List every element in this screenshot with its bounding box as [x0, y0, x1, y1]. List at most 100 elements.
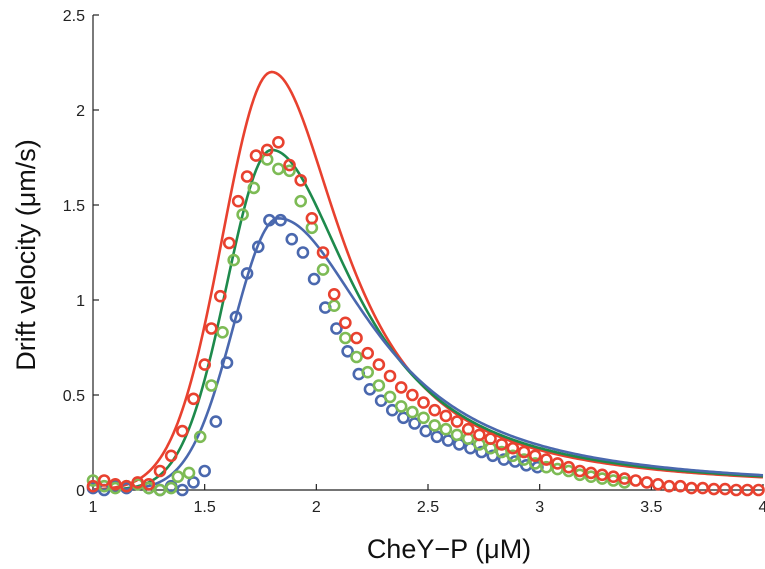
data-point: [450, 415, 464, 428]
data-point: [187, 476, 200, 489]
data-point: [198, 358, 211, 371]
data-point: [607, 470, 620, 484]
data-point: [640, 476, 654, 489]
data-point: [330, 322, 343, 335]
data-point: [327, 299, 341, 313]
data-point: [651, 477, 665, 491]
data-point: [417, 396, 430, 409]
data-point: [272, 162, 285, 176]
data-point: [350, 331, 363, 345]
data-point: [283, 158, 296, 172]
data-point: [305, 212, 319, 225]
data-point: [231, 194, 245, 208]
x-tick-label: 4: [759, 499, 765, 516]
data-point: [176, 424, 189, 438]
data-point: [562, 460, 576, 474]
data-point: [187, 392, 200, 406]
data-point: [540, 460, 553, 474]
y-axis-label: Drift velocity (μm/s): [11, 139, 41, 371]
data-point: [397, 411, 410, 425]
data-point: [294, 194, 308, 208]
y-tick-label: 1.5: [63, 198, 85, 215]
data-point: [752, 483, 765, 497]
data-point: [517, 453, 531, 466]
data-markers: [86, 136, 765, 497]
data-point: [274, 213, 287, 227]
data-point: [86, 479, 100, 493]
y-tick-label: 2.5: [63, 8, 85, 25]
data-point: [236, 208, 249, 221]
data-point: [153, 464, 167, 478]
data-point: [441, 434, 455, 447]
data-point: [222, 236, 236, 250]
data-point: [674, 479, 687, 493]
y-ticks: 0 0.5 1 1.5 2 2.5: [63, 8, 99, 500]
data-point: [394, 400, 408, 413]
data-point: [339, 316, 352, 330]
data-point: [372, 379, 386, 392]
x-tick-label: 3: [535, 499, 544, 516]
data-point: [205, 322, 218, 335]
data-point: [383, 369, 397, 383]
y-tick-label: 2: [76, 103, 85, 120]
data-point: [164, 481, 178, 495]
data-point: [240, 267, 254, 280]
data-point: [316, 246, 330, 259]
data-point: [517, 445, 531, 459]
fit-curves: [92, 70, 764, 492]
data-point: [240, 170, 254, 183]
data-point: [408, 417, 421, 430]
data-point: [383, 390, 397, 404]
data-point: [209, 415, 223, 428]
data-point: [153, 483, 167, 497]
data-point: [339, 331, 352, 345]
data-point: [707, 482, 721, 496]
data-point: [283, 164, 296, 178]
data-point: [595, 468, 609, 482]
data-point: [316, 263, 330, 276]
data-point: [272, 136, 285, 149]
x-ticks: 1 1.5 2 2.5 3 3.5 4: [89, 484, 765, 516]
data-point: [528, 449, 542, 463]
data-point: [696, 481, 710, 495]
data-point: [350, 350, 363, 364]
data-point: [247, 181, 261, 195]
data-point: [164, 449, 178, 463]
data-point: [372, 358, 386, 371]
data-point: [307, 272, 321, 286]
data-point: [461, 422, 475, 436]
data-point: [439, 422, 453, 436]
data-point: [685, 481, 698, 495]
data-point: [109, 477, 122, 491]
data-point: [473, 428, 486, 442]
data-point: [495, 438, 509, 451]
data-point: [428, 419, 442, 432]
data-point: [419, 424, 433, 438]
data-point: [629, 474, 643, 487]
data-point: [618, 472, 631, 485]
data-point: [584, 466, 598, 480]
data-point: [430, 430, 444, 444]
data-point: [216, 325, 229, 339]
data-point: [205, 379, 218, 392]
data-point: [528, 457, 542, 470]
data-point: [506, 441, 520, 455]
data-point: [718, 482, 732, 496]
x-tick-label: 1.5: [194, 499, 216, 516]
x-tick-label: 1: [89, 499, 98, 516]
data-point: [428, 403, 442, 417]
data-point: [327, 287, 341, 301]
data-point: [506, 449, 520, 463]
data-point: [341, 344, 354, 358]
data-point: [551, 457, 564, 470]
data-point: [551, 462, 564, 476]
data-point: [495, 445, 509, 459]
data-point: [361, 346, 375, 360]
data-point: [198, 464, 211, 478]
data-point: [296, 246, 310, 259]
y-tick-label: 1: [76, 293, 85, 310]
data-point: [142, 477, 156, 491]
data-point: [573, 464, 587, 478]
x-tick-label: 3.5: [640, 499, 662, 516]
y-tick-label: 0: [76, 483, 85, 500]
